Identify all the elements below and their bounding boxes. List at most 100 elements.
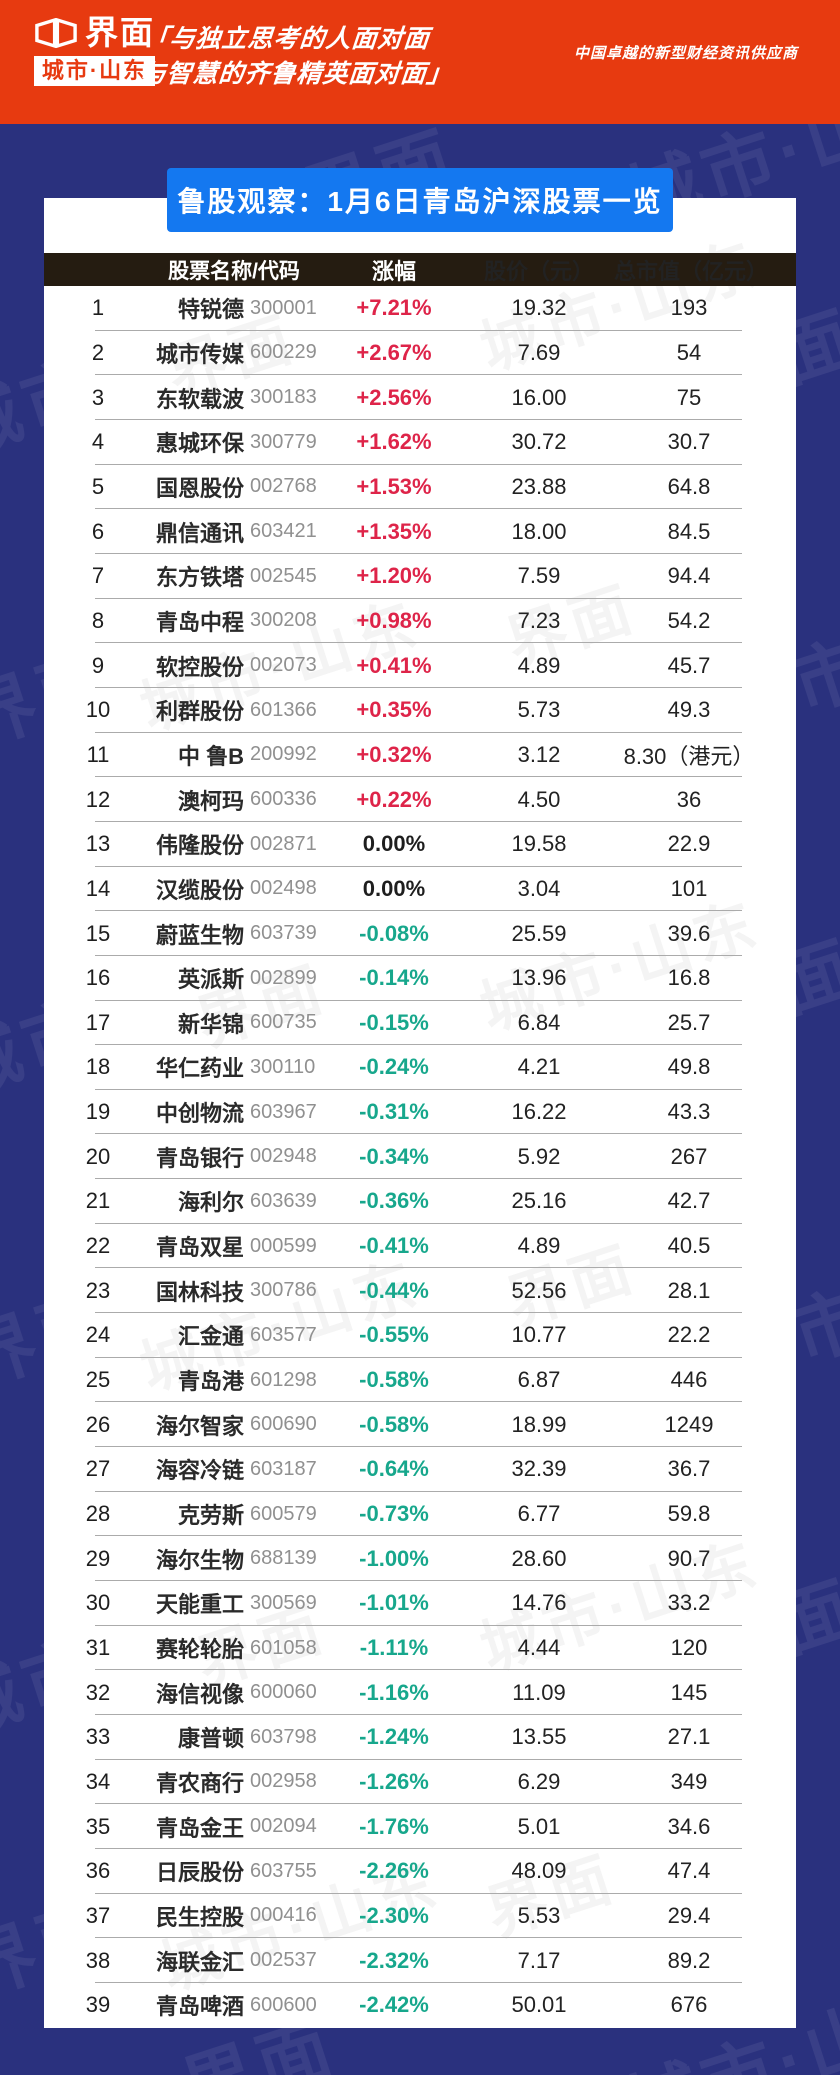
stock-code: 603639 [250, 1189, 317, 1212]
stock-name: 国林科技 [155, 1279, 244, 1305]
slogan-line-2: 与智慧的齐鲁精英面对面」 [139, 60, 454, 88]
rank: 37 [85, 1902, 111, 1928]
stock-price: 6.29 [517, 1768, 561, 1794]
table-row: 6 鼎信通讯 603421 +1.35% 18.00 84.5 [44, 509, 796, 554]
rank: 7 [91, 563, 105, 589]
header-change: 涨幅 [371, 258, 416, 284]
table-row: 20 青岛银行 002948 -0.34% 5.92 267 [44, 1134, 796, 1179]
market-cap: 33.2 [667, 1590, 711, 1616]
rank: 19 [85, 1099, 111, 1125]
table-row: 29 海尔生物 688139 -1.00% 28.60 90.7 [44, 1536, 796, 1581]
stock-name: 东方铁塔 [155, 565, 244, 591]
table-row: 18 华仁药业 300110 -0.24% 4.21 49.8 [44, 1045, 796, 1090]
stock-code: 600229 [250, 341, 317, 364]
market-cap: 1249 [664, 1411, 714, 1437]
stock-price: 18.99 [511, 1411, 567, 1437]
change-percent: -2.32% [359, 1947, 429, 1973]
table-row: 34 青农商行 002958 -1.26% 6.29 349 [44, 1760, 796, 1805]
stock-name: 利群股份 [155, 699, 244, 725]
table-row: 23 国林科技 300786 -0.44% 52.56 28.1 [44, 1268, 796, 1313]
stock-code: 002073 [250, 654, 317, 677]
rank: 23 [85, 1277, 111, 1303]
table-row: 26 海尔智家 600690 -0.58% 18.99 1249 [44, 1402, 796, 1447]
rank: 4 [91, 429, 105, 455]
change-percent: +0.22% [356, 786, 432, 812]
stock-name: 新华锦 [177, 1011, 244, 1037]
market-cap: 94.4 [667, 563, 711, 589]
stock-code: 002498 [250, 877, 317, 900]
stock-price: 32.39 [511, 1456, 567, 1482]
stock-name: 民生控股 [155, 1904, 244, 1930]
change-percent: -1.24% [359, 1724, 429, 1750]
change-percent: +0.32% [356, 741, 432, 767]
stock-name: 克劳斯 [177, 1503, 244, 1529]
stock-code: 300786 [250, 1279, 317, 1302]
market-cap: 89.2 [667, 1947, 711, 1973]
stock-code: 603739 [250, 922, 317, 945]
change-percent: +1.35% [356, 518, 432, 544]
change-percent: -2.42% [359, 1992, 429, 2018]
stock-name: 鼎信通讯 [155, 520, 244, 546]
market-cap: 54.2 [667, 607, 711, 633]
change-percent: +2.67% [356, 339, 432, 365]
market-cap: 34.6 [667, 1813, 711, 1839]
table-row: 15 蔚蓝生物 603739 -0.08% 25.59 39.6 [44, 911, 796, 956]
market-cap: 193 [670, 295, 708, 321]
stock-code: 688139 [250, 1547, 317, 1570]
rank: 3 [91, 384, 105, 410]
stock-name: 软控股份 [155, 654, 244, 680]
stock-price: 7.69 [517, 339, 561, 365]
stock-price: 4.89 [517, 1233, 561, 1259]
stock-code: 002958 [250, 1770, 317, 1793]
stock-price: 5.01 [517, 1813, 561, 1839]
table-row: 14 汉缆股份 002498 0.00% 3.04 101 [44, 867, 796, 912]
stock-code: 603187 [250, 1457, 317, 1480]
stock-code: 601058 [250, 1636, 317, 1659]
market-cap: 22.9 [667, 831, 711, 857]
change-percent: 0.00% [362, 875, 426, 901]
table-header-row: 股票名称/代码 涨幅 股价（元） 总市值（亿元） [44, 253, 796, 286]
rank: 33 [85, 1724, 111, 1750]
stock-price: 14.76 [511, 1590, 567, 1616]
stock-code: 600600 [250, 1993, 317, 2016]
table-row: 30 天能重工 300569 -1.01% 14.76 33.2 [44, 1581, 796, 1626]
stock-name: 海容冷链 [155, 1458, 244, 1484]
table-row: 4 惠城环保 300779 +1.62% 30.72 30.7 [44, 420, 796, 465]
table-row: 2 城市传媒 600229 +2.67% 7.69 54 [44, 331, 796, 376]
market-cap: 267 [670, 1143, 708, 1169]
change-percent: -2.26% [359, 1858, 429, 1884]
table-row: 9 软控股份 002073 +0.41% 4.89 45.7 [44, 643, 796, 688]
stock-price: 28.60 [511, 1545, 567, 1571]
stock-price: 18.00 [511, 518, 567, 544]
stock-price: 3.04 [517, 875, 561, 901]
stock-name: 青农商行 [155, 1770, 244, 1796]
rank: 36 [85, 1858, 111, 1884]
stock-code: 603798 [250, 1725, 317, 1748]
rank: 14 [85, 875, 111, 901]
stock-price: 25.16 [511, 1188, 567, 1214]
stock-code: 002871 [250, 832, 317, 855]
market-cap: 101 [670, 875, 708, 901]
stock-price: 50.01 [511, 1992, 567, 2018]
change-percent: -0.14% [359, 965, 429, 991]
rank: 22 [85, 1233, 111, 1259]
table-row: 27 海容冷链 603187 -0.64% 32.39 36.7 [44, 1447, 796, 1492]
stock-code: 002768 [250, 475, 317, 498]
change-percent: -0.36% [359, 1188, 429, 1214]
change-percent: -0.34% [359, 1143, 429, 1169]
stock-price: 7.59 [517, 563, 561, 589]
rank: 21 [85, 1188, 111, 1214]
rank: 13 [85, 831, 111, 857]
stock-code: 200992 [250, 743, 317, 766]
stock-code: 300208 [250, 609, 317, 632]
stock-price: 23.88 [511, 473, 567, 499]
stock-price: 13.55 [511, 1724, 567, 1750]
stock-name: 海联金汇 [155, 1949, 244, 1975]
logo-main-text: 界面 [85, 14, 155, 51]
market-cap: 64.8 [667, 473, 711, 499]
rank: 6 [91, 518, 105, 544]
stock-price: 13.96 [511, 965, 567, 991]
stock-code: 603577 [250, 1323, 317, 1346]
stock-code: 603421 [250, 520, 317, 543]
